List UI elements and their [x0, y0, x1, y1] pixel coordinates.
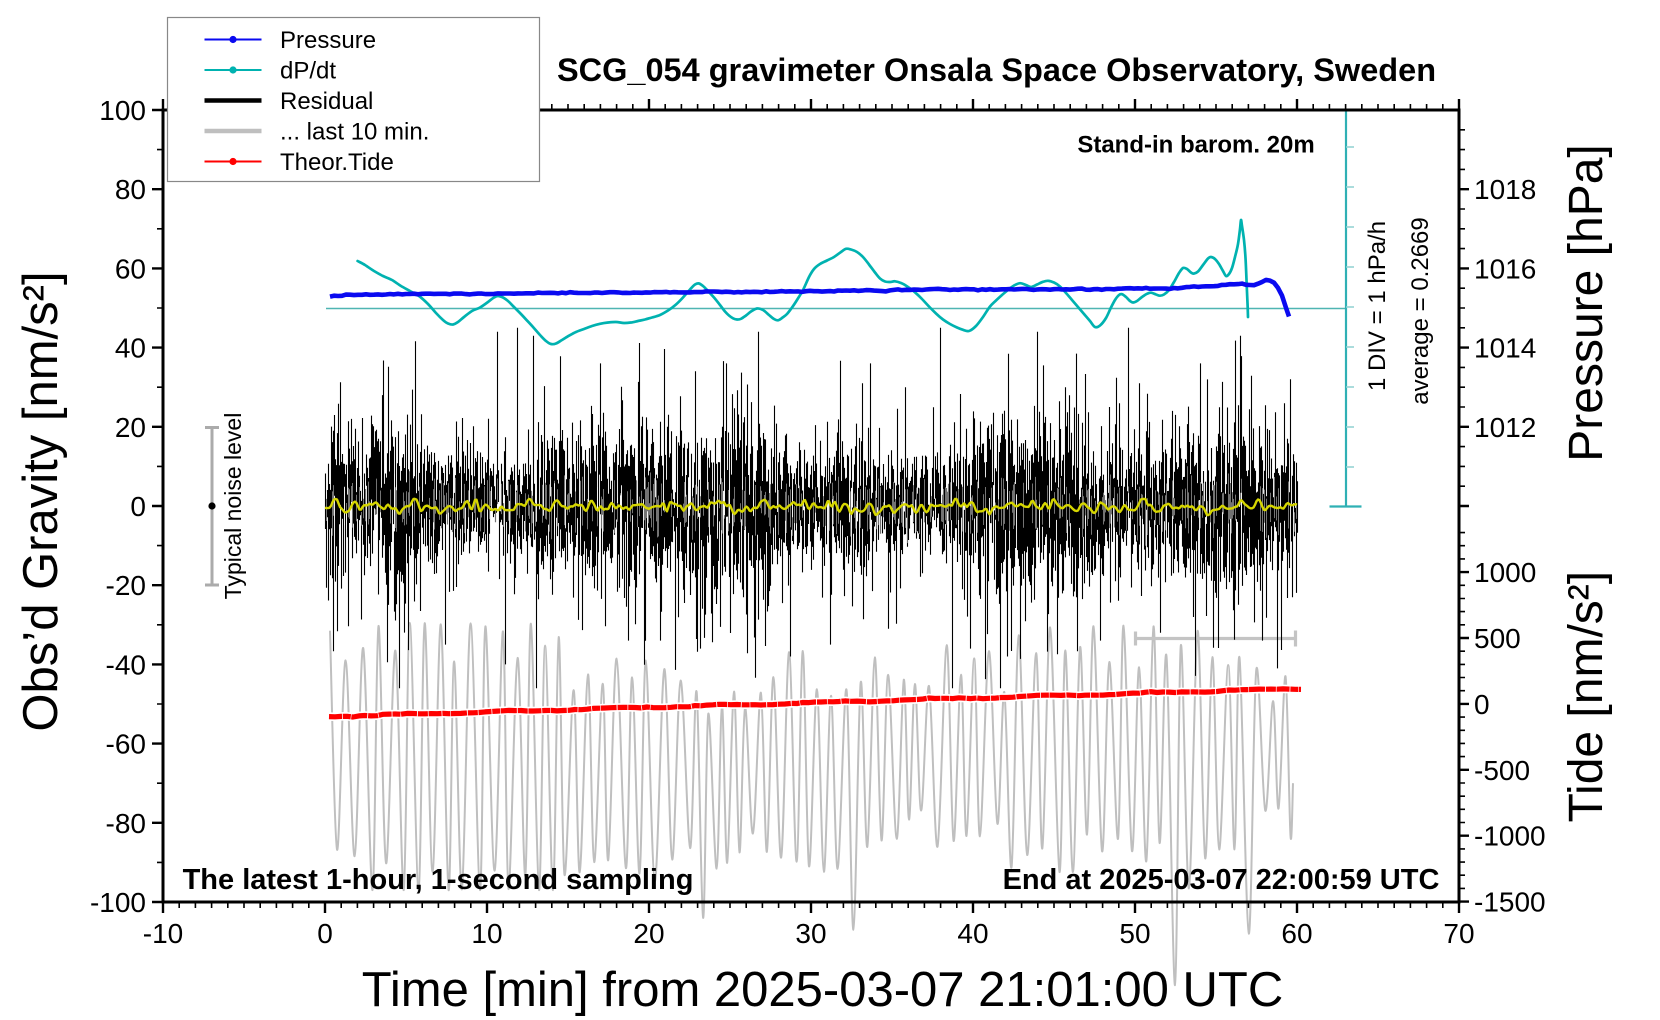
- svg-text:-10: -10: [143, 918, 183, 949]
- svg-text:average = 0.2669: average = 0.2669: [1407, 217, 1434, 405]
- svg-text:10: 10: [471, 918, 502, 949]
- svg-text:20: 20: [115, 412, 146, 443]
- svg-text:Theor.Tide: Theor.Tide: [280, 149, 394, 176]
- svg-text:20: 20: [633, 918, 664, 949]
- svg-text:60: 60: [1281, 918, 1312, 949]
- svg-text:Time [min] from 2025-03-07 21:: Time [min] from 2025-03-07 21:01:00 UTC: [362, 963, 1283, 1017]
- svg-text:SCG_054 gravimeter Onsala Spac: SCG_054 gravimeter Onsala Space Observat…: [557, 52, 1436, 88]
- svg-text:-80: -80: [106, 808, 146, 839]
- svg-text:1012: 1012: [1474, 412, 1536, 443]
- svg-text:70: 70: [1443, 918, 1474, 949]
- svg-text:60: 60: [115, 253, 146, 284]
- svg-text:1018: 1018: [1474, 174, 1536, 205]
- svg-text:-1500: -1500: [1474, 887, 1546, 918]
- svg-text:Tide [nm/s²]: Tide [nm/s²]: [1560, 571, 1613, 823]
- svg-text:40: 40: [115, 333, 146, 364]
- svg-text:-100: -100: [90, 887, 146, 918]
- svg-text:0: 0: [317, 918, 333, 949]
- svg-text:30: 30: [795, 918, 826, 949]
- svg-text:Obs’d Gravity [nm/s²]: Obs’d Gravity [nm/s²]: [14, 271, 68, 731]
- svg-text:Residual: Residual: [280, 88, 373, 115]
- svg-text:500: 500: [1474, 623, 1521, 654]
- svg-text:Pressure [hPa]: Pressure [hPa]: [1560, 144, 1613, 461]
- svg-text:End at 2025-03-07 22:00:59 UTC: End at 2025-03-07 22:00:59 UTC: [1003, 864, 1440, 896]
- svg-text:Typical noise level: Typical noise level: [220, 413, 246, 600]
- svg-text:-20: -20: [106, 570, 146, 601]
- svg-text:1 DIV = 1 hPa/h: 1 DIV = 1 hPa/h: [1364, 221, 1391, 391]
- svg-text:1016: 1016: [1474, 253, 1536, 284]
- svg-text:100: 100: [99, 95, 146, 126]
- svg-text:-40: -40: [106, 649, 146, 680]
- svg-text:Pressure: Pressure: [280, 27, 376, 54]
- svg-text:1014: 1014: [1474, 333, 1536, 364]
- svg-text:The latest 1-hour, 1-second sa: The latest 1-hour, 1-second sampling: [183, 864, 694, 896]
- svg-text:-1000: -1000: [1474, 821, 1546, 852]
- svg-text:50: 50: [1119, 918, 1150, 949]
- svg-text:0: 0: [130, 491, 146, 522]
- svg-text:... last 10 min.: ... last 10 min.: [280, 119, 429, 146]
- svg-text:dP/dt: dP/dt: [280, 58, 336, 85]
- svg-text:1000: 1000: [1474, 557, 1536, 588]
- svg-text:80: 80: [115, 174, 146, 205]
- svg-text:-500: -500: [1474, 755, 1530, 786]
- svg-text:40: 40: [957, 918, 988, 949]
- svg-text:-60: -60: [106, 729, 146, 760]
- svg-text:0: 0: [1474, 689, 1490, 720]
- svg-text:Stand-in barom. 20m: Stand-in barom. 20m: [1077, 132, 1314, 159]
